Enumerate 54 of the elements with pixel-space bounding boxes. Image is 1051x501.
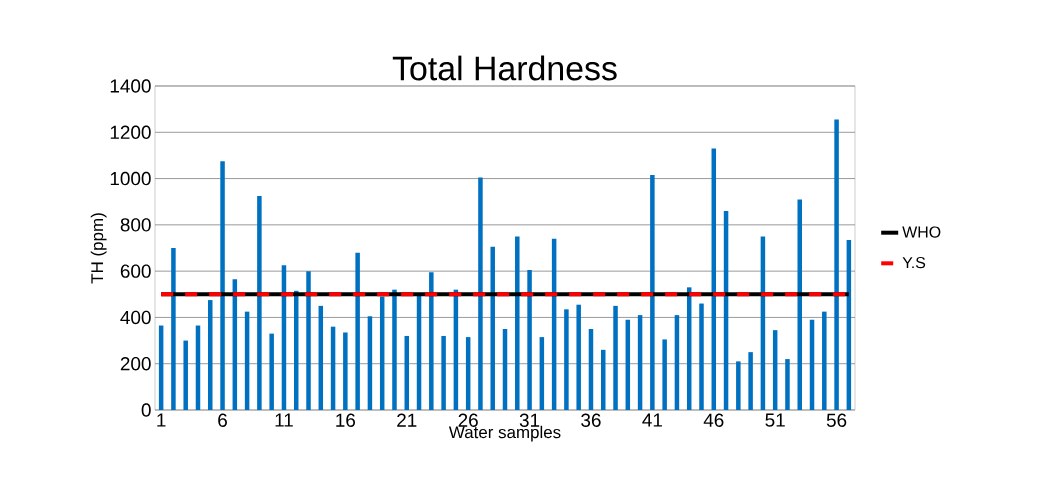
bar xyxy=(490,246,495,410)
bar xyxy=(429,272,434,410)
x-tick-label: 36 xyxy=(581,413,601,427)
bar xyxy=(208,300,213,410)
bar xyxy=(478,177,483,410)
x-tick-label: 26 xyxy=(458,413,478,427)
x-tick-label: 31 xyxy=(519,413,540,427)
bar xyxy=(797,199,802,410)
y-tick-label: 1000 xyxy=(110,171,151,186)
bar xyxy=(220,161,225,410)
x-tick-label: 51 xyxy=(765,413,785,427)
bar xyxy=(736,361,741,410)
bar xyxy=(355,252,360,410)
bar xyxy=(601,349,606,410)
x-axis-title: Water samples xyxy=(448,425,561,442)
y-tick-label: 600 xyxy=(120,264,151,278)
y-tick-label: 0 xyxy=(141,403,151,417)
y-tick-label: 200 xyxy=(120,357,151,371)
bar xyxy=(183,340,188,410)
x-tick-label: 21 xyxy=(397,413,417,427)
bar xyxy=(343,332,348,410)
x-tick-label: 11 xyxy=(275,413,293,427)
y-tick-label: 800 xyxy=(120,218,151,232)
bar xyxy=(785,359,790,410)
bar xyxy=(613,305,618,410)
bar xyxy=(392,289,397,410)
bar xyxy=(822,311,827,410)
bar xyxy=(748,352,753,410)
bar xyxy=(834,119,839,410)
bar xyxy=(527,269,532,410)
bar xyxy=(441,335,446,410)
legend-label: Y.S xyxy=(902,257,926,269)
bar xyxy=(171,248,176,410)
bar xyxy=(564,309,569,410)
legend-label: WHO xyxy=(902,226,941,238)
bar xyxy=(515,236,520,410)
y-tick-label: 400 xyxy=(120,310,151,325)
y-tick-label: 1400 xyxy=(110,79,151,93)
bar xyxy=(662,339,667,410)
bar xyxy=(257,195,262,410)
x-tick-label: 1 xyxy=(157,413,166,427)
x-tick-label: 6 xyxy=(218,413,227,427)
x-tick-label: 16 xyxy=(336,413,356,427)
bar xyxy=(576,304,581,410)
bar xyxy=(269,333,274,410)
bar xyxy=(306,271,311,410)
bar xyxy=(650,175,655,410)
y-axis-title: TH (ppm) xyxy=(90,213,107,284)
x-tick-label: 46 xyxy=(703,413,724,427)
x-tick-label: 56 xyxy=(826,413,847,427)
x-tick-label: 41 xyxy=(642,413,662,427)
bar xyxy=(699,303,704,410)
y-tick-label: 1200 xyxy=(110,125,151,139)
chart-title: Total Hardness xyxy=(392,55,617,81)
